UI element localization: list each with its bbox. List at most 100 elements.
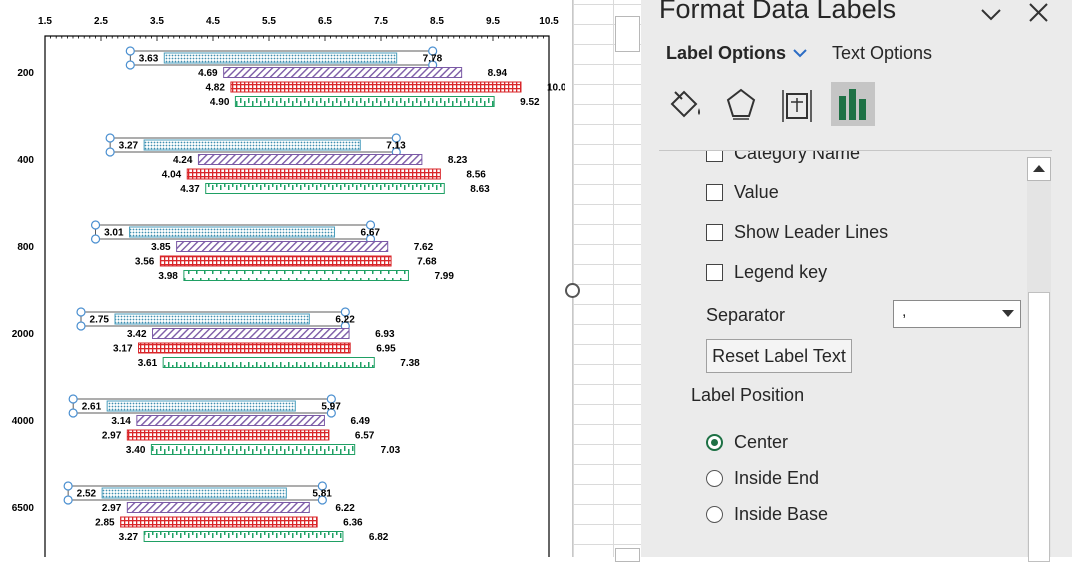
selection-handle[interactable] (365, 220, 376, 230)
bar[interactable] (183, 270, 409, 281)
data-label-low[interactable]: 3.17 (113, 344, 133, 355)
selection-handle[interactable] (125, 46, 135, 56)
bar[interactable] (101, 487, 287, 499)
data-label-high[interactable]: 6.22 (335, 503, 355, 514)
selection-handle[interactable] (90, 220, 101, 230)
selection-handle[interactable] (105, 133, 115, 143)
reset-label-text-button[interactable]: Reset Label Text (706, 339, 852, 373)
close-icon[interactable] (1025, 0, 1053, 26)
data-label-selection[interactable] (72, 398, 332, 414)
data-label-high[interactable]: 6.67 (361, 228, 381, 239)
bar[interactable] (106, 400, 296, 412)
selection-handle[interactable] (68, 394, 78, 404)
bar[interactable] (136, 415, 325, 426)
selection-handle[interactable] (428, 46, 438, 56)
data-label-low[interactable]: 4.24 (173, 155, 193, 166)
data-label-low[interactable]: 4.69 (198, 68, 218, 79)
data-label-low[interactable]: 2.85 (95, 518, 115, 529)
bar-chart-options-icon[interactable] (831, 82, 875, 126)
data-label-high[interactable]: 8.63 (470, 184, 490, 195)
selection-handle[interactable] (125, 60, 135, 70)
data-label-low[interactable]: 3.14 (111, 416, 131, 427)
data-label-selection[interactable] (67, 485, 323, 501)
selection-handle[interactable] (90, 234, 101, 244)
data-label-high[interactable]: 9.52 (520, 97, 540, 108)
selection-handle[interactable] (76, 307, 86, 317)
selection-handle[interactable] (63, 495, 73, 505)
selection-handle[interactable] (340, 307, 350, 317)
data-label-low[interactable]: 4.37 (180, 184, 200, 195)
data-label-low[interactable]: 3.40 (126, 445, 146, 456)
data-label-selection[interactable] (95, 224, 371, 240)
bar[interactable] (150, 444, 356, 455)
value-checkbox[interactable] (706, 184, 723, 201)
data-label-high[interactable]: 7.38 (400, 358, 420, 369)
data-label-low[interactable]: 3.27 (119, 532, 139, 543)
pentagon-effects-icon[interactable] (719, 82, 763, 126)
bar[interactable] (197, 154, 423, 165)
bar[interactable] (205, 183, 445, 194)
paint-bucket-icon[interactable] (663, 82, 707, 126)
data-label-high[interactable]: 6.82 (369, 532, 389, 543)
data-label-high[interactable]: 6.57 (355, 431, 375, 442)
chevron-down-icon[interactable] (977, 2, 1005, 26)
show-leader-lines-checkbox[interactable] (706, 224, 723, 241)
data-label-high[interactable]: 5.81 (312, 489, 332, 500)
bar[interactable] (159, 255, 392, 267)
data-label-low[interactable]: 3.01 (104, 228, 124, 239)
separator-dropdown[interactable]: , (893, 300, 1021, 328)
bar[interactable] (163, 52, 398, 64)
data-label-high[interactable]: 5.97 (321, 402, 341, 413)
data-label-low[interactable]: 3.98 (158, 271, 178, 282)
bar[interactable] (230, 81, 522, 93)
category-name-checkbox[interactable] (706, 151, 723, 162)
data-label-low[interactable]: 2.61 (82, 402, 102, 413)
bar[interactable] (223, 67, 463, 78)
bar[interactable] (114, 313, 310, 325)
data-label-low[interactable]: 4.90 (210, 97, 230, 108)
position-inside-end-radio[interactable] (706, 470, 723, 487)
data-label-low[interactable]: 3.63 (139, 54, 159, 65)
size-properties-icon[interactable] (775, 82, 819, 126)
data-label-high[interactable]: 7.03 (381, 445, 401, 456)
data-label-high[interactable]: 6.22 (335, 315, 355, 326)
tab-label-options[interactable]: Label Options (666, 43, 787, 63)
data-label-high[interactable]: 6.49 (350, 416, 370, 427)
bar[interactable] (186, 168, 441, 180)
data-label-low[interactable]: 3.85 (151, 242, 171, 253)
data-label-low[interactable]: 2.52 (77, 489, 97, 500)
data-label-low[interactable]: 4.82 (205, 83, 225, 94)
data-label-high[interactable]: 7.62 (414, 242, 434, 253)
chart[interactable]: 1.5 2.5 3.5 4.5 5.5 6.5 7.5 8.5 9.5 10.5 200 400 800… (0, 0, 565, 557)
data-label-high[interactable]: 10.00 (547, 83, 565, 94)
data-label-high[interactable]: 8.23 (448, 155, 468, 166)
selection-handle[interactable] (317, 481, 327, 491)
data-label-high[interactable]: 6.95 (376, 344, 396, 355)
selection-handle[interactable] (76, 321, 86, 331)
data-label-low[interactable]: 3.27 (119, 141, 139, 152)
scroll-up-button[interactable] (1027, 157, 1051, 181)
data-label-selection[interactable] (80, 311, 346, 327)
data-label-selection[interactable] (109, 137, 397, 153)
data-label-low[interactable]: 2.97 (102, 503, 122, 514)
data-label-low[interactable]: 2.97 (102, 431, 122, 442)
bar[interactable] (126, 429, 330, 441)
data-label-low[interactable]: 3.56 (135, 257, 155, 268)
legend-key-checkbox[interactable] (706, 264, 723, 281)
data-label-low[interactable]: 4.04 (162, 170, 182, 181)
bar[interactable] (129, 226, 336, 238)
tab-text-options[interactable]: Text Options (832, 43, 933, 63)
data-label-low[interactable]: 3.61 (138, 358, 158, 369)
data-label-high[interactable]: 7.68 (417, 257, 437, 268)
data-label-high[interactable]: 7.99 (434, 271, 454, 282)
bar[interactable] (234, 96, 495, 107)
data-label-low[interactable]: 2.75 (90, 315, 110, 326)
data-label-high[interactable]: 7.78 (423, 54, 443, 65)
chevron-down-icon[interactable] (792, 47, 808, 59)
bar[interactable] (126, 502, 310, 513)
data-label-high[interactable]: 6.36 (343, 518, 363, 529)
data-label-high[interactable]: 7.13 (386, 141, 406, 152)
selection-handle[interactable] (391, 133, 401, 143)
selection-handle[interactable] (68, 408, 78, 418)
data-label-high[interactable]: 8.94 (488, 68, 508, 79)
